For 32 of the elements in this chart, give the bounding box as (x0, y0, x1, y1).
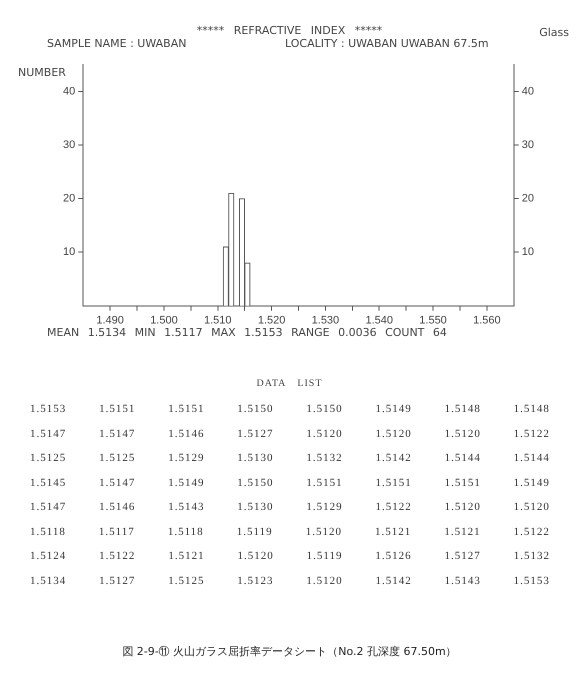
y-tick-label: 10 (62, 246, 76, 258)
y2-tick-label: 10 (522, 246, 534, 258)
text: 1.5153 1.5151 1.5151 1.5150 1.5150 1.5149 1.5148 1.5148 (30, 403, 550, 415)
x-tick-label: 1.490 (96, 314, 124, 326)
y2-tick-label: 30 (522, 139, 534, 152)
caption: 図 2-9-⑪ 火山ガラス屈折率データシート（No.2 孔深度 67.50m） (121, 644, 458, 659)
chart-subtitle: SAMPLE NAME : UWABAN (47, 37, 186, 50)
text: 1.5134 1.5127 1.5125 1.5123 1.5120 1.5142 1.5143 1.5153 (30, 574, 550, 586)
text: MEAN 1.5134 MIN 1.5117 MAX 1.5153 RANGE 0.0036 COUNT 64 (47, 326, 447, 339)
y-axis-title: NUMBER (18, 66, 66, 79)
y2-tick-label: 20 (522, 192, 534, 205)
text: 1.5147 1.5147 1.5146 1.5127 1.5120 1.5120 1.5120 1.5122 (30, 428, 550, 440)
x-tick-label: 1.520 (258, 314, 286, 326)
x-tick-label: 1.550 (419, 314, 447, 326)
text: 1.5145 1.5147 1.5149 1.5150 1.5151 1.5151 1.5151 1.5149 (30, 476, 550, 488)
x-tick-label: 1.540 (365, 314, 393, 326)
x-tick-label: 1.560 (473, 314, 501, 326)
text: 1.5147 1.5146 1.5143 1.5130 1.5129 1.5122 1.5120 1.5120 (30, 501, 550, 513)
chart-title: ***** REFRACTIVE INDEX ***** (196, 24, 382, 37)
text: 1.5124 1.5122 1.5121 1.5120 1.5119 1.5126 1.5127 1.5132 (30, 550, 550, 562)
y2-tick-label: 40 (522, 85, 534, 98)
text: 1.5118 1.5117 1.5118 1.5119 1.5120 1.5121 1.5121 1.5122 (30, 526, 550, 538)
x-tick-label: 1.500 (150, 314, 178, 326)
x-tick-label: 1.510 (204, 314, 232, 326)
y-tick-label: 30 (62, 139, 76, 152)
text: DATA LIST (256, 378, 324, 389)
text: LOCALITY : UWABAN UWABAN 67.5m (285, 37, 489, 50)
text: Glass (539, 26, 569, 39)
text: 1.5125 1.5125 1.5129 1.5130 1.5132 1.5142 1.5144 1.5144 (30, 452, 550, 464)
x-tick-label: 1.530 (312, 314, 340, 326)
y-tick-label: 40 (62, 85, 76, 98)
y-tick-label: 20 (62, 192, 76, 205)
